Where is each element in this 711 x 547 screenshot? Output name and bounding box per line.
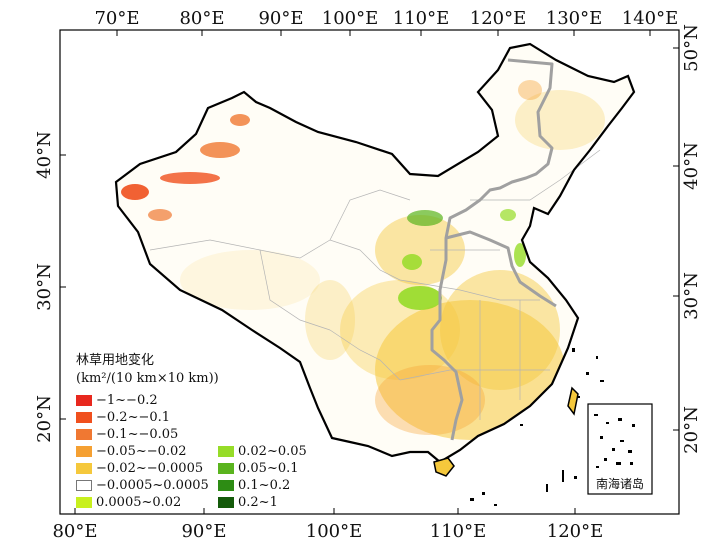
left-tick-marks	[60, 154, 66, 420]
south-china-sea-inset: 南海诸岛	[587, 403, 653, 495]
hainan-island	[433, 457, 455, 477]
legend-item: −0.2~−0.1	[76, 409, 209, 426]
top-tick-label: 110°E	[393, 8, 450, 29]
bottom-tick-labels: 80°E 90°E 100°E 110°E 120°E	[52, 521, 603, 542]
regional-boundaries	[430, 58, 557, 441]
bottom-tick-label: 80°E	[52, 521, 97, 542]
legend-item: −0.05~−0.02	[76, 443, 209, 460]
legend-swatch	[218, 480, 234, 491]
legend-label: 0.2~1	[238, 495, 278, 510]
legend-item: 0.1~0.2	[218, 477, 307, 494]
legend-swatch	[76, 497, 92, 508]
legend-swatch	[76, 463, 92, 474]
map-frame	[59, 29, 680, 515]
legend-item: −0.0005~0.0005	[76, 477, 209, 494]
legend-item: 0.0005~0.02	[76, 494, 209, 511]
legend-item: −0.02~−0.0005	[76, 460, 209, 477]
right-tick-label: 40°N	[681, 142, 702, 190]
top-tick-label: 70°E	[94, 8, 139, 29]
legend-swatch	[76, 395, 92, 406]
legend-label: −0.05~−0.02	[96, 444, 187, 459]
legend-label: 0.1~0.2	[238, 478, 291, 493]
left-tick-label: 40°N	[34, 131, 55, 179]
legend-item: 0.2~1	[218, 494, 307, 511]
left-tick-labels: 40°N 30°N 20°N	[34, 131, 55, 443]
legend-column-right: 0.02~0.05 0.05~0.1 0.1~0.2 0.2~1	[218, 443, 307, 511]
taiwan-island	[567, 386, 579, 416]
legend-swatch	[218, 497, 234, 508]
legend-label: 0.02~0.05	[238, 444, 307, 459]
legend-unit: (km²/(10 km×10 km))	[76, 371, 219, 386]
right-tick-label: 20°N	[681, 406, 702, 454]
legend-item: −1~−0.2	[76, 392, 209, 409]
top-tick-label: 140°E	[622, 8, 679, 29]
legend-item: 0.05~0.1	[218, 460, 307, 477]
top-tick-marks	[116, 30, 651, 36]
right-tick-labels: 50°N 40°N 30°N 20°N	[681, 24, 702, 454]
legend-column-left: −1~−0.2 −0.2~−0.1 −0.1~−0.05 −0.05~−0.02 −0.…	[76, 392, 209, 511]
bottom-tick-label: 100°E	[306, 521, 363, 542]
legend-label: 0.0005~0.02	[96, 495, 182, 510]
bottom-tick-marks	[74, 508, 576, 514]
bottom-tick-label: 120°E	[547, 521, 604, 542]
left-tick-label: 30°N	[34, 263, 55, 311]
legend-label: 0.05~0.1	[238, 461, 299, 476]
top-tick-labels: 70°E 80°E 90°E 100°E 110°E 120°E 130°E 1…	[94, 8, 678, 29]
bottom-tick-label: 110°E	[430, 521, 487, 542]
legend-swatch	[76, 480, 92, 491]
right-tick-label: 50°N	[681, 24, 702, 72]
legend-swatch	[76, 429, 92, 440]
island-dots	[470, 348, 604, 506]
legend-swatch	[76, 446, 92, 457]
legend-title: 林草用地变化	[76, 353, 155, 368]
province-boundaries	[149, 149, 601, 420]
top-tick-label: 80°E	[179, 8, 224, 29]
legend-label: −0.0005~0.0005	[96, 478, 209, 493]
right-tick-label: 30°N	[681, 272, 702, 320]
top-tick-label: 130°E	[546, 8, 603, 29]
right-tick-marks	[673, 47, 679, 431]
legend-swatch	[76, 412, 92, 423]
legend-swatch	[218, 463, 234, 474]
legend-label: −0.1~−0.05	[96, 427, 179, 442]
inset-label: 南海诸岛	[596, 476, 644, 491]
legend-swatch	[218, 446, 234, 457]
bottom-tick-label: 90°E	[181, 521, 226, 542]
top-tick-label: 120°E	[470, 8, 527, 29]
legend-label: −0.02~−0.0005	[96, 461, 204, 476]
legend-item: −0.1~−0.05	[76, 426, 209, 443]
legend-item: 0.02~0.05	[218, 443, 307, 460]
left-tick-label: 20°N	[34, 395, 55, 443]
top-tick-label: 90°E	[258, 8, 303, 29]
legend-label: −0.2~−0.1	[96, 410, 171, 425]
top-tick-label: 100°E	[322, 8, 379, 29]
legend-label: −1~−0.2	[96, 393, 158, 408]
